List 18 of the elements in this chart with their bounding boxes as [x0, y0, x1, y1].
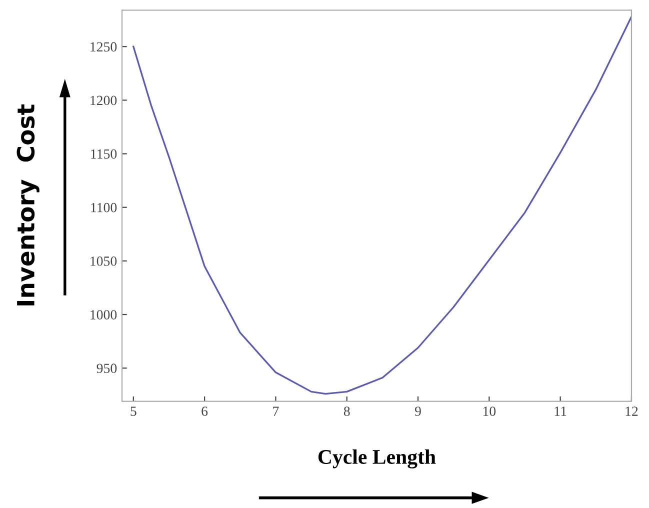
line-series — [132, 16, 632, 395]
y-axis-title: Inventory Cost — [16, 104, 40, 306]
x-tick-label: 5 — [130, 406, 136, 416]
x-axis-title: Cycle Length — [318, 449, 436, 468]
y-tick-label: 1250 — [90, 42, 117, 52]
x-tick-label: 6 — [202, 406, 208, 416]
x-tick-label: 11 — [554, 406, 566, 416]
y-tick-label: 1050 — [90, 256, 117, 266]
y-tick-label: 1100 — [91, 202, 117, 212]
y-tick-label: 1150 — [91, 149, 117, 159]
x-tick-label: 7 — [273, 406, 279, 416]
y-tick-label: 1000 — [90, 310, 117, 320]
x-tick-label: 10 — [483, 406, 496, 416]
x-tick-label: 12 — [626, 406, 638, 416]
x-tick-label: 9 — [414, 406, 421, 416]
y-tick-label: 1200 — [90, 96, 117, 106]
y-tick-label: 950 — [96, 364, 117, 374]
x-tick-label: 8 — [344, 406, 350, 416]
